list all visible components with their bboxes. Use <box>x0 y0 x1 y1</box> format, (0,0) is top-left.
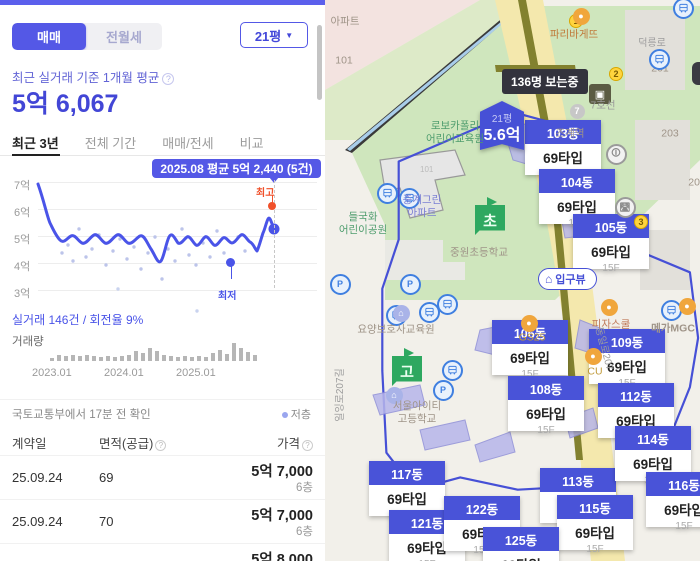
svg-text:101: 101 <box>420 165 434 174</box>
